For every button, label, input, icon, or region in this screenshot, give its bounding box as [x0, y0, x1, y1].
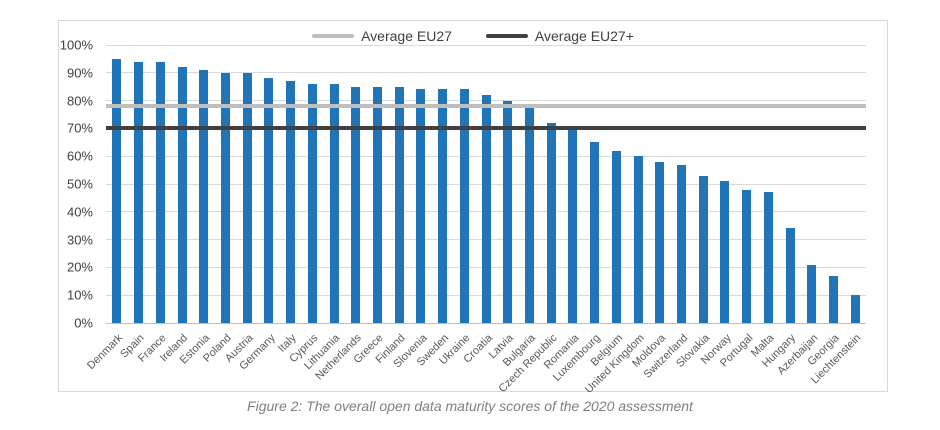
y-tick-label: 0%	[74, 315, 93, 331]
bar-slot	[649, 45, 671, 323]
bar-france	[155, 61, 165, 323]
legend-item-average-eu27: Average EU27	[312, 28, 452, 44]
bar-slot	[758, 45, 780, 323]
bar-slot	[627, 45, 649, 323]
chart-panel: Average EU27 Average EU27+ 100% 90% 80% 70%…	[58, 20, 888, 396]
bar-slot	[410, 45, 432, 323]
legend-label-eu27: Average EU27	[361, 28, 452, 44]
bar-slovakia	[698, 175, 708, 323]
bar-slot	[519, 45, 541, 323]
bar-slot	[323, 45, 345, 323]
bar-slot	[671, 45, 693, 323]
bar-finland	[394, 86, 404, 323]
bar-latvia	[503, 100, 513, 323]
y-tick-label: 50%	[66, 176, 93, 192]
bar-georgia	[829, 275, 839, 323]
bar-bulgaria	[525, 106, 535, 323]
bar-cyprus	[307, 83, 317, 323]
bar-slot	[280, 45, 302, 323]
bar-ukraine	[459, 89, 469, 323]
bar-slot	[388, 45, 410, 323]
bar-slot	[844, 45, 866, 323]
bar-slot	[540, 45, 562, 323]
bar-poland	[220, 72, 230, 323]
bar-germany	[264, 78, 274, 323]
bar-lithuania	[329, 83, 339, 323]
bar-romania	[568, 128, 578, 323]
bar-czech-republic	[546, 122, 556, 323]
bar-slot	[823, 45, 845, 323]
bar-belgium	[611, 150, 621, 323]
bar-slot	[215, 45, 237, 323]
bar-ireland	[177, 67, 187, 323]
legend-line-swatch-eu27plus	[485, 34, 528, 38]
bar-liechtenstein	[850, 295, 860, 323]
y-tick-label: 10%	[66, 287, 93, 303]
bar-slot	[736, 45, 758, 323]
bar-slot	[475, 45, 497, 323]
bar-slot	[193, 45, 215, 323]
bar-slot	[149, 45, 171, 323]
bar-sweden	[438, 89, 448, 323]
legend-label-eu27plus: Average EU27+	[534, 28, 634, 44]
y-tick-label: 80%	[66, 93, 93, 109]
bar-hungary	[785, 228, 795, 323]
bar-spain	[134, 61, 144, 323]
bar-slot	[692, 45, 714, 323]
y-axis: 100% 90% 80% 70% 60% 50% 40% 30% 20% 10% 0%	[59, 38, 99, 331]
y-tick-label: 100%	[59, 37, 93, 53]
bar-croatia	[481, 95, 491, 323]
y-tick-label: 40%	[66, 204, 93, 220]
bar-slot	[367, 45, 389, 323]
gridline	[106, 44, 866, 46]
bar-austria	[242, 72, 252, 323]
bar-series	[106, 45, 866, 323]
bar-slot	[801, 45, 823, 323]
gridline	[106, 72, 866, 74]
bar-slot	[345, 45, 367, 323]
legend-item-average-eu27plus: Average EU27+	[485, 28, 634, 44]
y-tick-label: 30%	[66, 232, 93, 248]
bar-slot	[779, 45, 801, 323]
bar-estonia	[199, 70, 209, 323]
bar-slot	[301, 45, 323, 323]
y-tick-label: 20%	[66, 259, 93, 275]
bar-slot	[584, 45, 606, 323]
bar-slovenia	[416, 89, 426, 323]
legend: Average EU27 Average EU27+	[59, 28, 887, 44]
y-tick-label: 70%	[66, 120, 93, 136]
bar-moldova	[655, 161, 665, 323]
y-tick-label: 90%	[66, 65, 93, 81]
bar-italy	[286, 81, 296, 323]
y-tick-label: 60%	[66, 148, 93, 164]
bar-slot	[236, 45, 258, 323]
bar-switzerland	[677, 164, 687, 323]
reference-line-eu27	[106, 104, 866, 109]
bar-slot	[432, 45, 454, 323]
bar-netherlands	[351, 86, 361, 323]
figure-caption: Figure 2: The overall open data maturity…	[247, 398, 693, 414]
bar-denmark	[112, 58, 122, 323]
reference-line-eu27plus	[106, 126, 866, 131]
bar-slot	[606, 45, 628, 323]
bar-slot	[171, 45, 193, 323]
bar-greece	[372, 86, 382, 323]
bar-slot	[562, 45, 584, 323]
legend-line-swatch-eu27	[312, 34, 355, 38]
plot-area	[106, 44, 866, 324]
bar-azerbaijan	[807, 264, 817, 323]
bar-slot	[258, 45, 280, 323]
bar-luxembourg	[590, 142, 600, 323]
bar-portugal	[742, 189, 752, 323]
x-axis: Denmark Spain France Ireland Estonia Poland Au…	[85, 325, 866, 396]
bar-united-kingdom	[633, 156, 643, 323]
bar-slot	[454, 45, 476, 323]
bar-slot	[714, 45, 736, 323]
bar-slot	[106, 45, 128, 323]
bar-norway	[720, 181, 730, 323]
bar-malta	[763, 192, 773, 323]
bar-slot	[497, 45, 519, 323]
bar-slot	[128, 45, 150, 323]
